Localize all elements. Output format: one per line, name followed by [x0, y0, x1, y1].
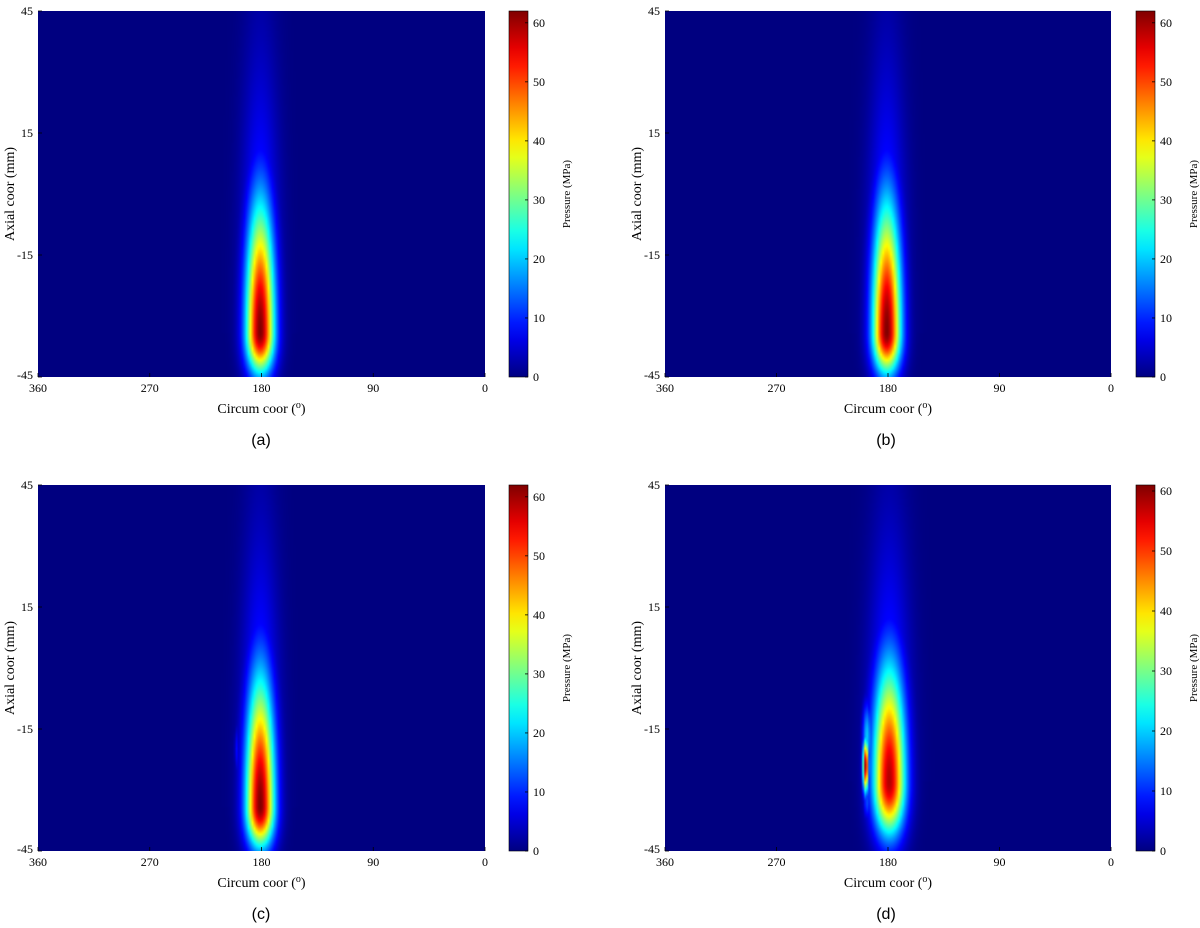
- x-axis-title: Circum coor (o): [844, 400, 933, 418]
- heatmap-image: [665, 11, 1111, 377]
- colorbar-title: Pressure (MPa): [1188, 160, 1200, 228]
- colorbar-tick-label: 0: [533, 844, 539, 858]
- heatmap-image: [665, 485, 1111, 851]
- colorbar-tick-label: 40: [533, 608, 545, 622]
- colorbar-tick-label: 20: [533, 726, 545, 740]
- y-tick-label: -15: [17, 248, 33, 262]
- colorbar-tick-label: 50: [533, 549, 545, 563]
- y-axis-title: Axial coor (mm): [630, 147, 645, 241]
- colorbar-tick-label: 10: [1160, 784, 1172, 798]
- x-tick-label: 0: [1108, 855, 1114, 869]
- y-tick-label: 45: [21, 4, 33, 18]
- colorbar-tick-label: 20: [1160, 252, 1172, 266]
- x-tick-label: 270: [768, 855, 786, 869]
- x-axis-title: Circum coor (o): [217, 400, 306, 418]
- y-axis-title: Axial coor (mm): [3, 147, 18, 241]
- y-tick-label: -45: [17, 842, 33, 856]
- x-tick-label: 0: [482, 855, 488, 869]
- colorbar-tick-label: 30: [1160, 664, 1172, 678]
- x-tick-label: 180: [253, 855, 271, 869]
- panel-caption: (d): [876, 906, 896, 923]
- colorbar-tick-label: 10: [533, 311, 545, 325]
- colorbar-tick-label: 30: [533, 667, 545, 681]
- colorbar-tick-label: 60: [533, 490, 545, 504]
- colorbar-tick-label: 10: [1160, 311, 1172, 325]
- panel-caption: (b): [876, 432, 896, 449]
- y-tick-label: -15: [644, 722, 660, 736]
- y-tick-label: 15: [21, 600, 33, 614]
- x-axis-title: Circum coor (o): [217, 874, 306, 892]
- x-tick-label: 90: [367, 855, 379, 869]
- colorbar-tick-label: 10: [533, 785, 545, 799]
- x-tick-label: 180: [879, 855, 897, 869]
- colorbar-tick-label: 60: [1160, 484, 1172, 498]
- y-tick-label: -45: [17, 368, 33, 382]
- heatmap-image: [38, 485, 485, 851]
- x-tick-label: 90: [367, 381, 379, 395]
- y-axis-title: Axial coor (mm): [630, 621, 645, 715]
- y-tick-label: -45: [644, 368, 660, 382]
- colorbar-tick-label: 0: [533, 370, 539, 384]
- x-tick-label: 0: [482, 381, 488, 395]
- colorbar-tick-label: 60: [533, 16, 545, 30]
- x-tick-label: 360: [29, 381, 47, 395]
- x-tick-label: 270: [141, 381, 159, 395]
- y-tick-label: 45: [648, 478, 660, 492]
- x-tick-label: 90: [994, 381, 1006, 395]
- y-tick-label: 15: [648, 600, 660, 614]
- colorbar-tick-label: 40: [1160, 604, 1172, 618]
- y-tick-label: 45: [21, 478, 33, 492]
- x-tick-label: 90: [994, 855, 1006, 869]
- colorbar-title: Pressure (MPa): [561, 160, 573, 228]
- y-tick-label: 15: [648, 126, 660, 140]
- colorbar: [508, 484, 529, 852]
- colorbar-tick-label: 0: [1160, 370, 1166, 384]
- panel-b: 360 270 180 90 0 45 15 -15 -45 Circum coor (o) Axi…: [630, 4, 1200, 449]
- y-tick-label: -15: [17, 722, 33, 736]
- x-tick-label: 360: [29, 855, 47, 869]
- x-tick-label: 270: [141, 855, 159, 869]
- y-tick-label: -45: [644, 842, 660, 856]
- colorbar-tick-label: 20: [1160, 724, 1172, 738]
- colorbar: [1135, 10, 1156, 378]
- colorbar: [508, 10, 529, 378]
- y-tick-label: 45: [648, 4, 660, 18]
- colorbar-tick-label: 50: [1160, 544, 1172, 558]
- colorbar-tick-label: 30: [1160, 193, 1172, 207]
- heatmap-image: [38, 11, 485, 377]
- x-tick-label: 360: [656, 855, 674, 869]
- panel-caption: (a): [251, 432, 271, 449]
- colorbar-tick-label: 60: [1160, 16, 1172, 30]
- colorbar-tick-label: 0: [1160, 844, 1166, 858]
- colorbar-title: Pressure (MPa): [561, 634, 573, 702]
- colorbar-title: Pressure (MPa): [1188, 634, 1200, 702]
- colorbar-tick-label: 40: [1160, 134, 1172, 148]
- x-tick-label: 180: [879, 381, 897, 395]
- panel-caption: (c): [252, 906, 271, 923]
- x-tick-label: 270: [768, 381, 786, 395]
- colorbar-tick-label: 50: [533, 75, 545, 89]
- y-tick-label: 15: [21, 126, 33, 140]
- x-axis-title: Circum coor (o): [844, 874, 933, 892]
- y-axis-title: Axial coor (mm): [3, 621, 18, 715]
- panel-a: 360 270 180 90 0 45 15 -15 -45 Circum coor (o) Axi…: [3, 4, 573, 449]
- colorbar-tick-label: 40: [533, 134, 545, 148]
- x-tick-label: 0: [1108, 381, 1114, 395]
- x-tick-label: 360: [656, 381, 674, 395]
- x-tick-label: 180: [253, 381, 271, 395]
- colorbar-tick-label: 50: [1160, 75, 1172, 89]
- y-tick-label: -15: [644, 248, 660, 262]
- colorbar-tick-label: 20: [533, 252, 545, 266]
- panel-d: 360 270 180 90 0 45 15 -15 -45 Circum coor (o) Axi…: [630, 478, 1200, 923]
- colorbar: [1135, 484, 1156, 852]
- panel-c: 360 270 180 90 0 45 15 -15 -45 Circum coor (o) Axi…: [3, 478, 573, 923]
- colorbar-tick-label: 30: [533, 193, 545, 207]
